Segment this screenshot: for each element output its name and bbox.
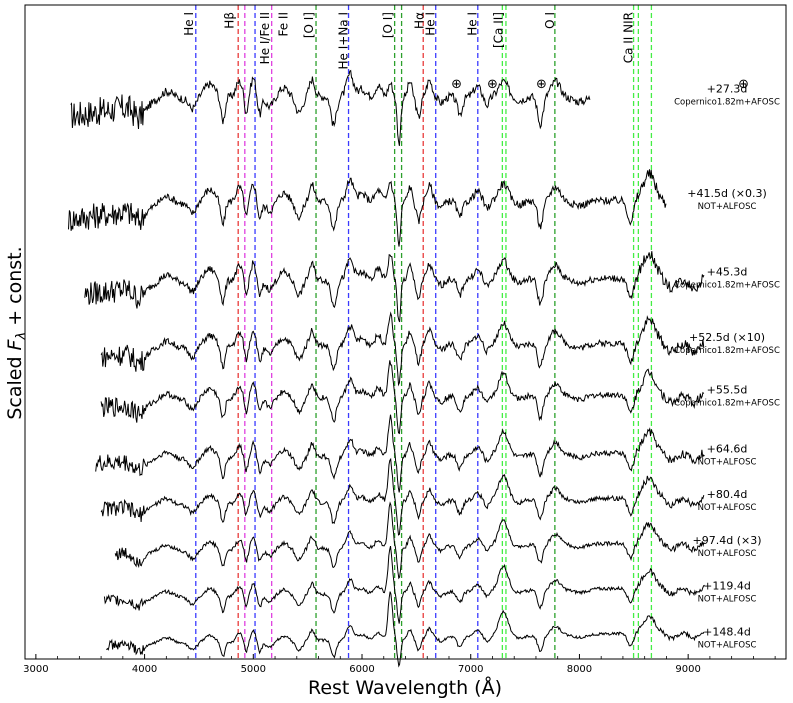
line-id-label: Ca II NIR [621, 12, 635, 63]
spectrum-line [100, 457, 705, 536]
instrument-label: NOT+ALFOSC [698, 595, 757, 605]
epoch-label: +148.4d [703, 625, 751, 638]
spectrum-line [84, 251, 705, 323]
epoch-label: +55.5d [707, 383, 748, 396]
annotation-group: He I Hβ He I/Fe II Fe II [O I] He I+Na I [O I]… [182, 12, 780, 650]
telluric-symbol: ⊕ [738, 77, 749, 92]
x-axis-label: Rest Wavelength (Å) [308, 676, 502, 699]
epoch-label: +119.4d [703, 580, 751, 593]
spectrum-line [103, 545, 705, 624]
line-id-label: O I [543, 12, 557, 29]
telluric-symbol: ⊕ [536, 77, 547, 92]
instrument-label: Copernico1.82m+AFOSC [674, 98, 780, 108]
instrument-label: Copernico1.82m+AFOSC [674, 398, 780, 408]
x-tick-label: 8000 [567, 664, 592, 675]
line-id-label: He I [182, 12, 196, 36]
line-id-label: Hα [413, 12, 427, 29]
x-tick-label: 9000 [675, 664, 700, 675]
x-tick-label: 6000 [349, 664, 374, 675]
instrument-label: NOT+ALFOSC [698, 549, 757, 559]
epoch-label: +45.3d [707, 266, 748, 279]
spectrum-line [70, 69, 591, 146]
spectrum-line [68, 169, 667, 247]
line-id-label: Hβ [222, 12, 236, 29]
spectrum-line [100, 360, 705, 435]
y-axis-label: Scaled Fλ + const. [4, 246, 29, 419]
x-axis: 3000 4000 5000 6000 7000 8000 9000 [23, 654, 776, 675]
line-id-label: He I+Na I [336, 12, 350, 70]
spectrum-line [114, 501, 705, 580]
spectrum-line [100, 311, 705, 387]
line-id-label: He I [423, 12, 437, 36]
epoch-label: +41.5d (×0.3) [687, 187, 766, 200]
line-id-label: [O I] [302, 12, 316, 38]
line-id-label: [O I] [381, 12, 395, 38]
instrument-label: NOT+ALFOSC [698, 202, 757, 212]
x-tick-label: 4000 [132, 664, 157, 675]
telluric-symbol: ⊕ [487, 77, 498, 92]
instrument-label: NOT+ALFOSC [698, 503, 757, 513]
epoch-label: +64.6d [707, 442, 748, 455]
instrument-label: NOT+ALFOSC [698, 640, 757, 650]
line-id-label: Fe II [277, 12, 291, 37]
x-tick-label: 7000 [458, 664, 483, 675]
spectra-group [68, 69, 705, 668]
x-tick-label: 3000 [23, 664, 48, 675]
epoch-label: +97.4d (×3) [693, 534, 762, 547]
spectrum-line [106, 591, 705, 668]
instrument-label: NOT+ALFOSC [698, 457, 757, 467]
x-tick-label: 5000 [241, 664, 266, 675]
line-id-label: He I [465, 12, 479, 36]
epoch-label: +52.5d (×10) [689, 331, 765, 344]
line-id-label: He I/Fe II [258, 12, 272, 64]
telluric-symbol: ⊕ [451, 77, 462, 92]
epoch-label: +27.3d [707, 83, 748, 96]
instrument-label: Copernico1.82m+AFOSC [674, 346, 780, 356]
spectrum-line [95, 414, 705, 493]
instrument-label: Copernico1.82m+AFOSC [674, 281, 780, 291]
epoch-label: +80.4d [707, 488, 748, 501]
line-id-label: [Ca II] [491, 12, 505, 48]
